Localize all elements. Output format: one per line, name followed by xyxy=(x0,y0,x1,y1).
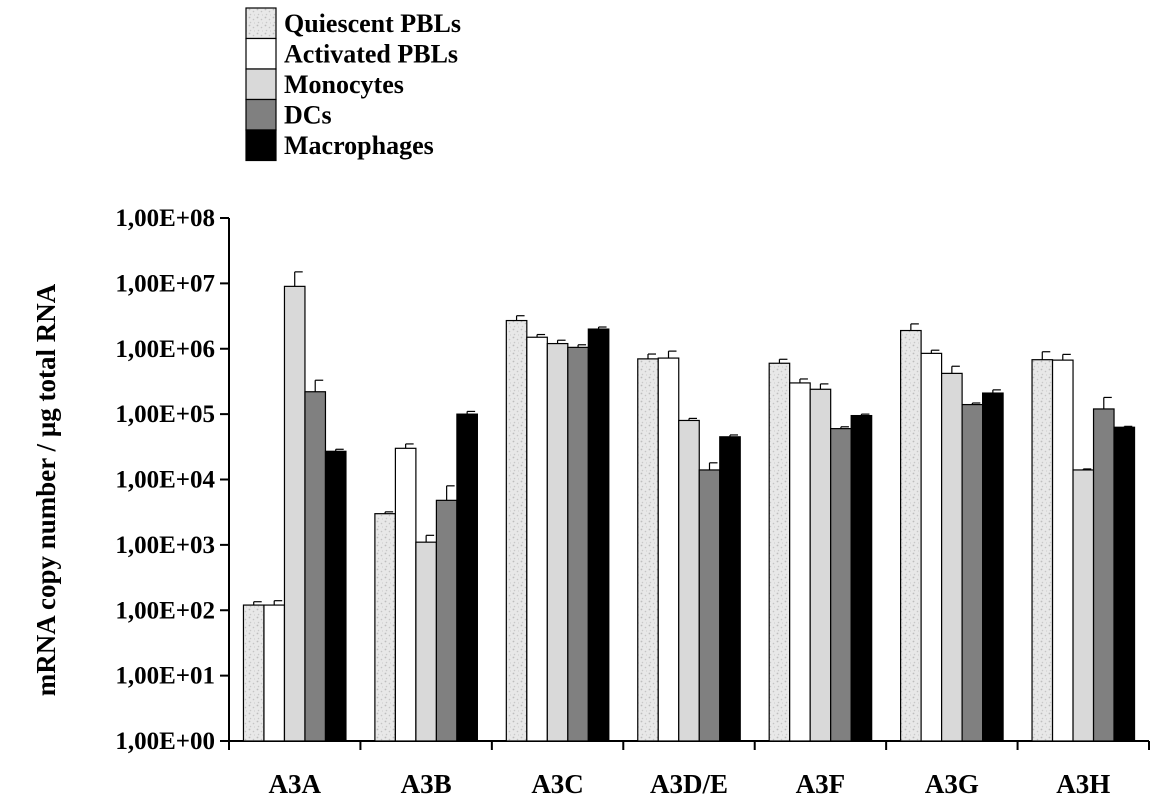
bar-quiescent-pbls-a3d-e xyxy=(637,358,659,742)
y-tick-label: 1,00E+05 xyxy=(115,401,215,428)
legend-label-quiescent-pbls: Quiescent PBLs xyxy=(284,9,461,38)
bar-activated-pbls-a3b xyxy=(394,447,417,742)
bar-dcs-a3g xyxy=(961,403,984,742)
bar-activated-pbls-a3f xyxy=(789,382,811,742)
y-tick-label: 1,00E+06 xyxy=(115,336,215,363)
bar-quiescent-pbls-a3f xyxy=(768,362,791,742)
x-tick-label-a3f: A3F xyxy=(796,769,846,799)
y-tick-label: 1,00E+02 xyxy=(115,597,215,624)
legend-label-activated-pbls: Activated PBLs xyxy=(284,40,458,69)
y-tick-label: 1,00E+03 xyxy=(115,532,215,559)
x-tick-label-a3c: A3C xyxy=(531,769,584,799)
bar-monocytes-a3g xyxy=(941,372,963,742)
bar-macrophages-a3f xyxy=(850,414,873,742)
bar-quiescent-pbls-a3b xyxy=(374,513,396,742)
bar-activated-pbls-a3c xyxy=(526,336,548,742)
bar-dcs-a3a xyxy=(304,391,327,742)
x-tick-label-a3h: A3H xyxy=(1056,769,1110,799)
bar-quiescent-pbls-a3g xyxy=(900,329,922,742)
bar-quiescent-pbls-a3a xyxy=(242,604,265,742)
bar-quiescent-pbls-a3c xyxy=(505,319,528,742)
bar-monocytes-a3h xyxy=(1072,469,1095,742)
bar-monocytes-a3b xyxy=(415,541,437,742)
y-tick-label: 1,00E+01 xyxy=(115,663,215,690)
y-axis-label: mRNA copy number / µg total RNA xyxy=(31,283,61,696)
bar-dcs-a3d-e xyxy=(698,469,721,742)
x-tick-label-a3b: A3B xyxy=(401,769,452,799)
x-tick-label-a3d-e: A3D/E xyxy=(650,769,728,799)
bar-macrophages-a3g xyxy=(982,392,1004,742)
bar-macrophages-a3b xyxy=(456,413,478,742)
bar-monocytes-a3c xyxy=(546,342,569,742)
bar-activated-pbls-a3g xyxy=(920,352,943,742)
y-tick-label: 1,00E+08 xyxy=(115,205,215,232)
bars xyxy=(242,285,1136,742)
bar-activated-pbls-a3h xyxy=(1051,359,1074,742)
legend-swatch-quiescent-pbls xyxy=(245,7,277,40)
bar-macrophages-a3d-e xyxy=(719,436,741,742)
error-bars xyxy=(253,271,1133,606)
x-ticks: A3A A3B A3C A3D/E A3F A3G A3H xyxy=(228,741,1150,799)
y-tick-label: 1,00E+00 xyxy=(115,728,215,755)
bar-activated-pbls-a3d-e xyxy=(657,357,680,742)
bar-monocytes-a3a xyxy=(283,285,306,742)
legend-label-dcs: DCs xyxy=(284,101,332,130)
bar-dcs-a3b xyxy=(435,499,458,742)
legend-label-macrophages: Macrophages xyxy=(284,131,434,160)
y-tick-label: 1,00E+04 xyxy=(115,467,215,494)
y-tick-label: 1,00E+07 xyxy=(115,270,215,297)
legend-swatch-monocytes xyxy=(245,68,277,101)
legend-swatch-dcs xyxy=(245,98,277,131)
y-ticks: 1,00E+00 1,00E+01 1,00E+02 1,00E+03 1,00E+04… xyxy=(115,205,229,755)
x-tick-label-a3g: A3G xyxy=(925,769,979,799)
bar-monocytes-a3d-e xyxy=(678,419,700,742)
bar-macrophages-a3c xyxy=(587,328,610,742)
bar-macrophages-a3a xyxy=(324,450,347,742)
legend-label-monocytes: Monocytes xyxy=(284,70,404,99)
x-tick-label-a3a: A3A xyxy=(268,769,321,799)
legend-swatch-activated-pbls xyxy=(245,37,277,70)
bar-dcs-a3c xyxy=(567,346,589,742)
bar-quiescent-pbls-a3h xyxy=(1031,359,1054,742)
bar-dcs-a3h xyxy=(1092,408,1115,742)
legend-swatch-macrophages xyxy=(245,129,277,162)
bar-dcs-a3f xyxy=(830,428,852,742)
bar-activated-pbls-a3a xyxy=(263,604,286,742)
bar-monocytes-a3f xyxy=(809,388,832,742)
bar-macrophages-a3h xyxy=(1113,426,1136,742)
